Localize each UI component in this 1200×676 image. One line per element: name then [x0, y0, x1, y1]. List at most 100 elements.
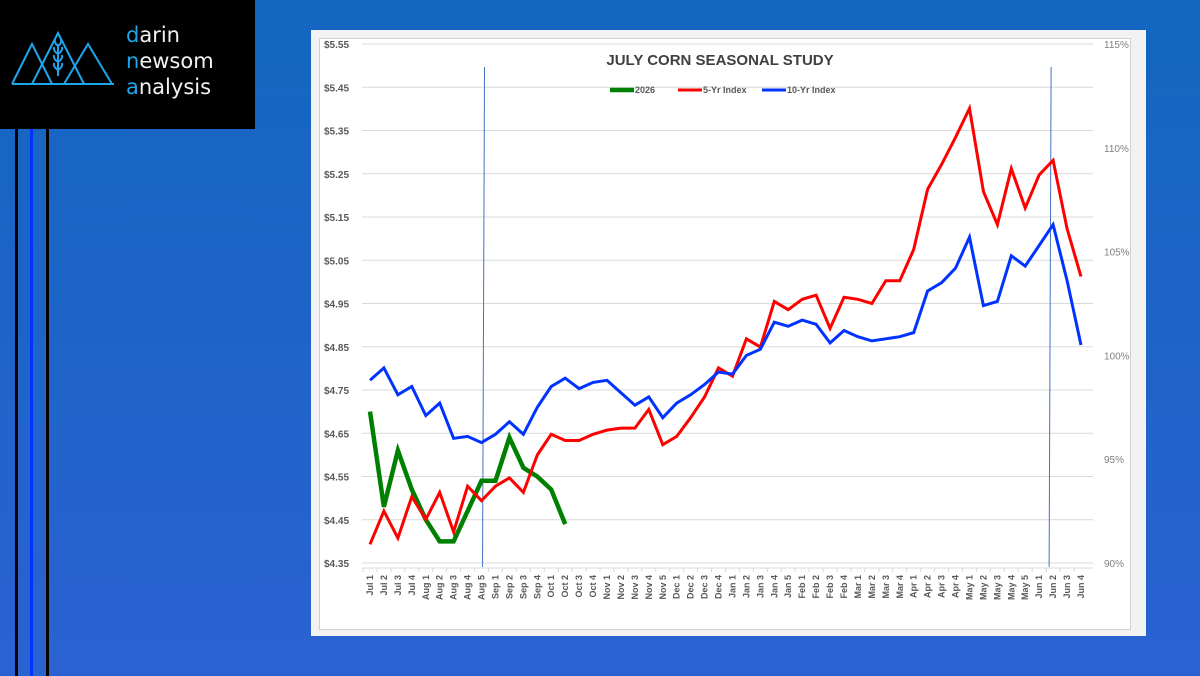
chart-frame: $5.55 $5.45 $5.35 $5.25 $5.15 $5.05 $4.95 $4.85… — [311, 30, 1146, 636]
decorative-bar — [15, 129, 18, 676]
left-tick-label: $4.75 — [324, 386, 349, 397]
x-tick-label: Jan 3 — [755, 575, 765, 598]
x-tick-label: May 1 — [964, 575, 974, 600]
x-tick-label: Nov 2 — [616, 575, 626, 600]
x-tick-label: Apr 4 — [951, 575, 961, 598]
right-tick-label: 105% — [1104, 248, 1130, 259]
x-tick-label: Feb 3 — [825, 575, 835, 599]
x-tick-label: Jun 1 — [1034, 575, 1044, 599]
seasonal-chart: $5.55 $5.45 $5.35 $5.25 $5.15 $5.05 $4.95 $4.85… — [324, 40, 1130, 600]
x-tick-label: Jan 4 — [769, 575, 779, 598]
x-tick-label: Dec 2 — [686, 575, 696, 599]
x-tick-label: Oct 4 — [588, 575, 598, 598]
x-tick-label: Sep 3 — [518, 575, 528, 599]
left-axis: $5.55 $5.45 $5.35 $5.25 $5.15 $5.05 $4.95 $4.85… — [324, 40, 349, 570]
decorative-bar — [30, 129, 33, 676]
x-tick-label: Dec 4 — [714, 575, 724, 599]
right-tick-label: 110% — [1104, 144, 1129, 155]
x-tick-label: Jul 2 — [379, 575, 389, 596]
left-tick-label: $5.15 — [324, 213, 349, 224]
x-tick-label: Mar 4 — [895, 575, 905, 599]
series-line-10-yr-index — [369, 220, 1083, 445]
x-tick-label: Apr 1 — [909, 575, 919, 598]
x-tick-label: Apr 2 — [923, 575, 933, 598]
x-tick-label: Feb 2 — [811, 575, 821, 599]
vertical-markers — [482, 66, 1052, 568]
brand-logo: darin newsom analysis — [0, 0, 255, 129]
right-axis: 115% 110% 105% 100% 95% 90% — [1104, 40, 1130, 570]
x-tick-label: Oct 1 — [546, 575, 556, 598]
x-tick-label: Jul 1 — [365, 575, 375, 596]
left-tick-label: $5.25 — [324, 170, 349, 181]
left-tick-label: $4.55 — [324, 473, 349, 484]
brand-word: arin — [139, 23, 180, 47]
chart-area: $5.55 $5.45 $5.35 $5.25 $5.15 $5.05 $4.95 $4.85… — [319, 38, 1131, 630]
x-tick-label: Jul 3 — [393, 575, 403, 596]
x-tick-label: Aug 5 — [477, 575, 487, 600]
right-tick-label: 90% — [1104, 559, 1124, 570]
brand-letter: a — [126, 75, 139, 99]
x-tick-label: Jan 5 — [783, 575, 793, 598]
x-tick-label: Feb 1 — [797, 575, 807, 599]
left-tick-label: $4.45 — [324, 516, 349, 527]
right-tick-label: 95% — [1104, 455, 1124, 466]
x-tick-label: Jan 2 — [741, 575, 751, 598]
x-tick-label: Nov 5 — [658, 575, 668, 600]
right-tick-label: 100% — [1104, 351, 1130, 362]
x-tick-label: Apr 3 — [937, 575, 947, 598]
legend: 2026 5-Yr Index 10-Yr Index — [610, 85, 836, 95]
x-tick-label: Mar 1 — [853, 575, 863, 599]
x-tick-label: Aug 4 — [463, 575, 473, 600]
left-tick-label: $5.45 — [324, 83, 349, 94]
chart-title: JULY CORN SEASONAL STUDY — [606, 52, 833, 69]
x-tick-label: Nov 3 — [630, 575, 640, 600]
x-tick-label: Oct 2 — [560, 575, 570, 598]
marker-line — [482, 66, 486, 568]
brand-word: som — [169, 49, 214, 73]
x-tick-label: Jan 1 — [727, 575, 737, 598]
x-tick-label: Mar 3 — [881, 575, 891, 599]
x-tick-label: Dec 1 — [672, 575, 682, 599]
left-tick-label: $4.95 — [324, 300, 349, 311]
x-tick-label: May 5 — [1020, 575, 1030, 600]
x-tick-label: Oct 3 — [574, 575, 584, 598]
legend-label: 5-Yr Index — [703, 85, 747, 95]
mountain-wheat-icon — [11, 30, 114, 85]
x-tick-label: Jun 4 — [1076, 575, 1086, 599]
brand-letter: n — [126, 49, 140, 73]
x-axis: Jul 1 Jul 2 Jul 3 Jul 4 Aug 1 Aug 2 Aug 3 Aug 4… — [362, 567, 1093, 600]
brand-word: ew — [139, 49, 170, 73]
x-tick-label: Aug 1 — [421, 575, 431, 600]
x-tick-label: May 3 — [992, 575, 1002, 600]
x-tick-label: Nov 1 — [602, 575, 612, 600]
x-tick-label: Aug 3 — [449, 575, 459, 600]
brand-letter: d — [126, 23, 140, 47]
left-tick-label: $5.35 — [324, 127, 349, 138]
x-tick-label: May 4 — [1006, 575, 1016, 600]
x-tick-label: May 2 — [978, 575, 988, 600]
decorative-bar — [46, 129, 49, 676]
x-tick-label: Jul 4 — [407, 575, 417, 596]
left-tick-label: $5.05 — [324, 256, 349, 267]
left-tick-label: $4.35 — [324, 559, 349, 570]
left-tick-label: $5.55 — [324, 40, 349, 51]
x-tick-label: Sep 4 — [532, 575, 542, 599]
x-tick-label: Sep 2 — [504, 575, 514, 599]
series-lines — [367, 103, 1083, 545]
x-tick-label: Mar 2 — [867, 575, 877, 599]
left-tick-label: $4.65 — [324, 429, 349, 440]
x-tick-label: Jun 2 — [1048, 575, 1058, 599]
right-tick-label: 115% — [1104, 40, 1129, 51]
brand-name: darin newsom analysis — [126, 22, 214, 100]
legend-label: 2026 — [635, 85, 655, 95]
x-tick-label: Sep 1 — [490, 575, 500, 599]
marker-line — [1048, 66, 1052, 568]
x-tick-label: Feb 4 — [839, 575, 849, 599]
series-line-2026 — [367, 411, 568, 544]
x-tick-label: Dec 3 — [700, 575, 710, 599]
legend-label: 10-Yr Index — [787, 85, 836, 95]
left-tick-label: $4.85 — [324, 343, 349, 354]
brand-word: nalysis — [138, 75, 212, 99]
x-tick-label: Nov 4 — [644, 575, 654, 600]
x-tick-label: Jun 3 — [1062, 575, 1072, 599]
